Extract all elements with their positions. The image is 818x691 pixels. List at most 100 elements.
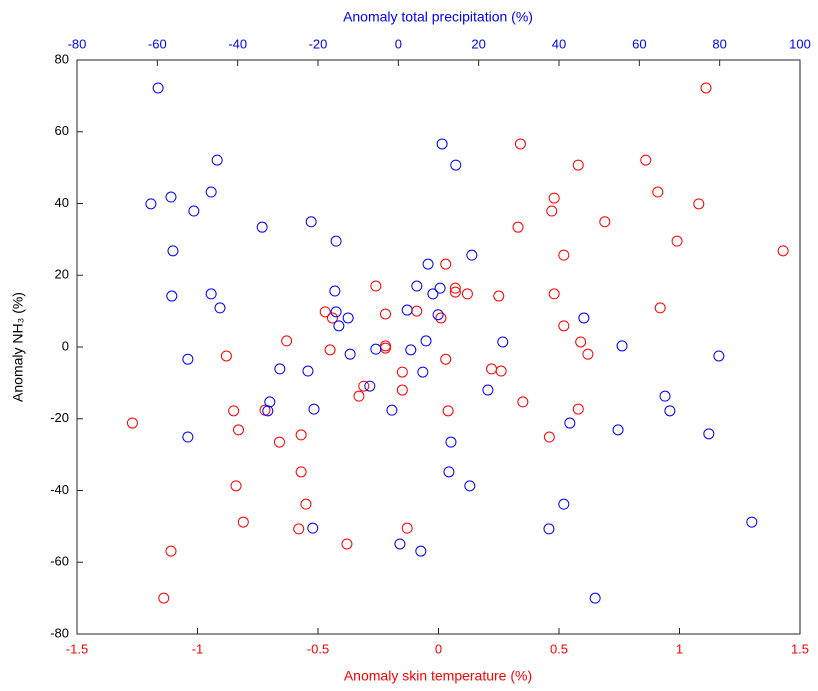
point bbox=[379, 308, 391, 320]
point bbox=[558, 498, 570, 510]
point bbox=[228, 405, 240, 417]
point bbox=[700, 82, 712, 94]
x-tick-label: 1.5 bbox=[791, 641, 809, 656]
point bbox=[353, 390, 365, 402]
point bbox=[295, 429, 307, 441]
point bbox=[232, 424, 244, 436]
point bbox=[517, 396, 529, 408]
point bbox=[466, 249, 478, 261]
point bbox=[262, 405, 274, 417]
point bbox=[411, 305, 423, 317]
point bbox=[330, 306, 342, 318]
y-axis-title: Anomaly NH₃ (%) bbox=[10, 292, 26, 402]
point bbox=[575, 336, 587, 348]
point bbox=[514, 138, 526, 150]
point bbox=[401, 522, 413, 534]
y-tick-label: 20 bbox=[55, 267, 69, 282]
point bbox=[464, 480, 476, 492]
point bbox=[703, 428, 715, 440]
point bbox=[486, 363, 498, 375]
point bbox=[422, 258, 434, 270]
point bbox=[449, 286, 461, 298]
point bbox=[308, 403, 320, 415]
point bbox=[777, 245, 789, 257]
point bbox=[165, 191, 177, 203]
point bbox=[341, 538, 353, 550]
point bbox=[659, 390, 671, 402]
point bbox=[324, 344, 336, 356]
point bbox=[415, 545, 427, 557]
point bbox=[364, 380, 376, 392]
x-tick-label: -1.5 bbox=[66, 641, 88, 656]
point bbox=[616, 340, 628, 352]
point bbox=[293, 523, 305, 535]
x2-tick-label: 60 bbox=[632, 36, 646, 51]
point bbox=[214, 302, 226, 314]
x2-tick-label: -40 bbox=[228, 36, 247, 51]
x-axis-title: Anomaly skin temperature (%) bbox=[344, 668, 532, 684]
point bbox=[220, 350, 232, 362]
point bbox=[546, 205, 558, 217]
point bbox=[589, 592, 601, 604]
y-tick-label: 80 bbox=[55, 51, 69, 66]
x2-tick-label: 40 bbox=[552, 36, 566, 51]
y-tick-label: 40 bbox=[55, 195, 69, 210]
point bbox=[435, 312, 447, 324]
point bbox=[237, 516, 249, 528]
point bbox=[396, 384, 408, 396]
y-tick-label: -80 bbox=[50, 625, 69, 640]
point bbox=[145, 198, 157, 210]
y-tick-label: -20 bbox=[50, 410, 69, 425]
point bbox=[401, 304, 413, 316]
point bbox=[612, 424, 624, 436]
point bbox=[654, 302, 666, 314]
point bbox=[205, 186, 217, 198]
point bbox=[281, 335, 293, 347]
point bbox=[330, 235, 342, 247]
point bbox=[548, 288, 560, 300]
point bbox=[440, 258, 452, 270]
point bbox=[543, 523, 555, 535]
point bbox=[543, 431, 555, 443]
point bbox=[300, 498, 312, 510]
point bbox=[333, 320, 345, 332]
point bbox=[305, 216, 317, 228]
point bbox=[182, 431, 194, 443]
y-tick-label: -40 bbox=[50, 482, 69, 497]
x-tick-label: 1 bbox=[676, 641, 683, 656]
y-tick-label: -60 bbox=[50, 554, 69, 569]
point bbox=[256, 221, 268, 233]
point bbox=[370, 343, 382, 355]
point bbox=[664, 405, 676, 417]
point bbox=[166, 290, 178, 302]
point bbox=[564, 417, 576, 429]
point bbox=[358, 380, 370, 392]
point bbox=[379, 340, 391, 352]
point bbox=[640, 154, 652, 166]
y-tick-label: 60 bbox=[55, 123, 69, 138]
point bbox=[264, 396, 276, 408]
x2-tick-label: -60 bbox=[148, 36, 167, 51]
x2-tick-label: 100 bbox=[789, 36, 811, 51]
point bbox=[434, 282, 446, 294]
point bbox=[417, 366, 429, 378]
point bbox=[450, 159, 462, 171]
point bbox=[344, 348, 356, 360]
x2-tick-label: 20 bbox=[471, 36, 485, 51]
point bbox=[273, 436, 285, 448]
point bbox=[582, 348, 594, 360]
point bbox=[295, 466, 307, 478]
point bbox=[182, 353, 194, 365]
point bbox=[713, 350, 725, 362]
point bbox=[411, 280, 423, 292]
point bbox=[420, 335, 432, 347]
x-tick-label: -0.5 bbox=[307, 641, 329, 656]
point bbox=[427, 288, 439, 300]
point bbox=[693, 198, 705, 210]
point bbox=[370, 280, 382, 292]
point bbox=[274, 363, 286, 375]
point bbox=[188, 205, 200, 217]
point bbox=[211, 154, 223, 166]
point bbox=[432, 309, 444, 321]
